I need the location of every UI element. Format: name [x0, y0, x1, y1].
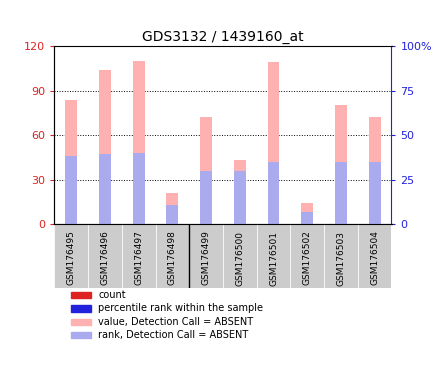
Text: GSM176499: GSM176499: [201, 231, 210, 285]
Bar: [233, 161, 245, 224]
Bar: [368, 118, 380, 224]
Text: value, Detection Call = ABSENT: value, Detection Call = ABSENT: [98, 317, 253, 327]
FancyBboxPatch shape: [256, 224, 290, 288]
FancyBboxPatch shape: [189, 224, 223, 288]
FancyBboxPatch shape: [290, 224, 323, 288]
Bar: [99, 154, 111, 224]
Text: GSM176502: GSM176502: [302, 231, 311, 285]
Bar: [200, 118, 211, 224]
Bar: [233, 171, 245, 224]
Text: GSM176495: GSM176495: [66, 231, 76, 285]
Text: GSM176504: GSM176504: [369, 231, 378, 285]
Bar: [71, 305, 91, 311]
FancyBboxPatch shape: [223, 224, 256, 288]
Bar: [368, 162, 380, 224]
Text: count: count: [98, 290, 125, 300]
Text: GSM176500: GSM176500: [235, 231, 244, 286]
Text: percentile rank within the sample: percentile rank within the sample: [98, 303, 263, 313]
FancyBboxPatch shape: [54, 224, 88, 288]
Bar: [166, 205, 178, 224]
Text: GSM176497: GSM176497: [134, 231, 143, 285]
Bar: [267, 63, 279, 224]
Bar: [65, 99, 77, 224]
Bar: [71, 332, 91, 338]
Bar: [99, 70, 111, 224]
FancyBboxPatch shape: [155, 224, 189, 288]
Bar: [301, 204, 312, 224]
Text: GSM176501: GSM176501: [268, 231, 277, 286]
Text: GSM176498: GSM176498: [168, 231, 177, 285]
FancyBboxPatch shape: [88, 224, 122, 288]
FancyBboxPatch shape: [323, 224, 357, 288]
FancyBboxPatch shape: [122, 224, 155, 288]
Bar: [71, 318, 91, 325]
Bar: [334, 106, 346, 224]
Bar: [166, 193, 178, 224]
Text: GSM176503: GSM176503: [335, 231, 345, 286]
Text: rank, Detection Call = ABSENT: rank, Detection Call = ABSENT: [98, 330, 248, 340]
Bar: [132, 61, 144, 224]
Bar: [71, 292, 91, 298]
FancyBboxPatch shape: [357, 224, 391, 288]
Bar: [301, 212, 312, 224]
Bar: [334, 162, 346, 224]
Bar: [200, 171, 211, 224]
Text: GSM176496: GSM176496: [100, 231, 109, 285]
Bar: [132, 153, 144, 224]
Bar: [65, 156, 77, 224]
Title: GDS3132 / 1439160_at: GDS3132 / 1439160_at: [142, 30, 303, 44]
Bar: [267, 162, 279, 224]
